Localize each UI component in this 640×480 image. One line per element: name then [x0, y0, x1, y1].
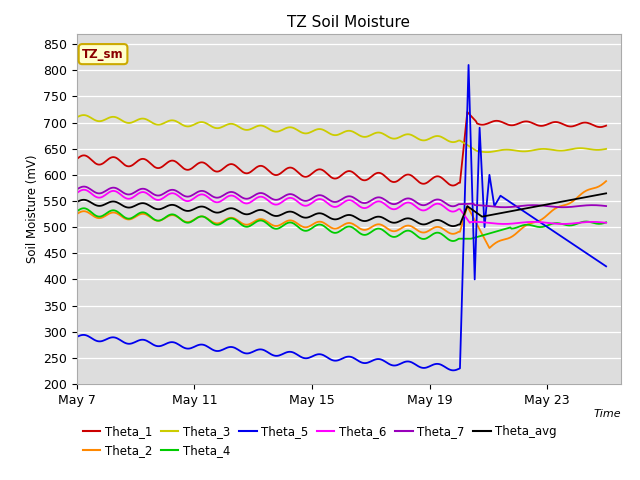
Theta_6	[442, 205, 449, 211]
Line: Theta_avg: Theta_avg	[77, 193, 606, 226]
Y-axis label: Soil Moisture (mV): Soil Moisture (mV)	[26, 155, 39, 263]
Theta_avg	[73, 199, 81, 205]
Theta_1	[483, 121, 491, 127]
Theta_2	[73, 211, 81, 217]
Line: Theta_2: Theta_2	[77, 181, 606, 248]
Theta_avg	[449, 223, 456, 229]
Theta_6	[561, 221, 568, 227]
Theta_1	[463, 109, 471, 115]
Theta_7	[73, 187, 81, 192]
Theta_1	[449, 183, 456, 189]
Theta_4	[81, 205, 88, 211]
Theta_5	[380, 358, 388, 364]
Theta_1	[440, 177, 448, 182]
Theta_avg	[602, 191, 610, 196]
Theta_4	[381, 229, 389, 235]
Theta_3	[482, 149, 490, 155]
Title: TZ Soil Moisture: TZ Soil Moisture	[287, 15, 410, 30]
Theta_5	[113, 336, 121, 341]
Theta_5	[450, 368, 458, 373]
Theta_1	[602, 123, 610, 129]
Theta_6	[73, 190, 81, 196]
Theta_6	[115, 190, 122, 196]
Theta_5	[602, 264, 610, 269]
Theta_2	[113, 211, 121, 216]
Theta_3	[442, 136, 449, 142]
Theta_avg	[113, 200, 121, 205]
Theta_4	[73, 208, 81, 214]
Legend: Theta_1, Theta_2, Theta_3, Theta_4, Theta_5, Theta_6, Theta_7, Theta_avg: Theta_1, Theta_2, Theta_3, Theta_4, Thet…	[83, 425, 557, 457]
Theta_1	[494, 118, 502, 124]
Theta_5	[561, 236, 568, 241]
Theta_2	[380, 223, 388, 229]
Theta_avg	[482, 213, 490, 219]
Theta_5	[440, 363, 448, 369]
Theta_7	[381, 197, 389, 203]
Theta_2	[440, 227, 448, 232]
Theta_4	[561, 222, 568, 228]
Theta_1	[561, 122, 568, 128]
Theta_2	[481, 236, 488, 241]
Theta_avg	[559, 199, 567, 204]
Line: Theta_4: Theta_4	[77, 208, 606, 241]
Theta_4	[602, 219, 610, 225]
Theta_3	[561, 147, 568, 153]
Theta_7	[561, 204, 568, 210]
Theta_1	[113, 156, 121, 161]
Theta_7	[81, 184, 88, 190]
Line: Theta_1: Theta_1	[77, 112, 606, 186]
Theta_2	[559, 203, 567, 208]
Theta_3	[602, 146, 610, 152]
Theta_1	[73, 156, 81, 162]
Theta_7	[493, 204, 500, 210]
Theta_3	[81, 112, 88, 118]
Theta_3	[483, 149, 491, 155]
Theta_1	[380, 172, 388, 178]
Theta_6	[500, 221, 508, 227]
Line: Theta_3: Theta_3	[77, 115, 606, 152]
Theta_4	[449, 238, 456, 244]
Theta_avg	[380, 216, 388, 221]
Theta_5	[73, 334, 81, 340]
Theta_2	[602, 178, 610, 184]
Theta_avg	[440, 219, 448, 225]
Theta_2	[486, 245, 493, 251]
Theta_3	[115, 116, 122, 121]
Theta_3	[73, 114, 81, 120]
Theta_3	[494, 148, 502, 154]
Theta_7	[442, 200, 449, 206]
Line: Theta_7: Theta_7	[77, 187, 606, 207]
Theta_5	[465, 62, 472, 68]
Theta_6	[381, 202, 389, 207]
Theta_4	[483, 231, 491, 237]
Theta_4	[115, 210, 122, 216]
Theta_5	[494, 197, 502, 203]
Text: TZ_sm: TZ_sm	[82, 48, 124, 60]
Theta_6	[493, 221, 500, 227]
Theta_7	[115, 187, 122, 192]
Theta_4	[494, 228, 502, 234]
Theta_6	[602, 220, 610, 226]
Theta_3	[381, 132, 389, 138]
Line: Theta_6: Theta_6	[77, 190, 606, 224]
Theta_6	[81, 187, 88, 192]
Theta_4	[442, 234, 449, 240]
Theta_7	[602, 203, 610, 209]
Theta_6	[482, 220, 490, 226]
Theta_7	[500, 204, 508, 210]
Theta_7	[482, 203, 490, 209]
Theta_avg	[493, 211, 500, 217]
Line: Theta_5: Theta_5	[77, 65, 606, 371]
Theta_5	[483, 198, 491, 204]
Theta_2	[493, 240, 500, 245]
Text: Time: Time	[593, 408, 621, 419]
